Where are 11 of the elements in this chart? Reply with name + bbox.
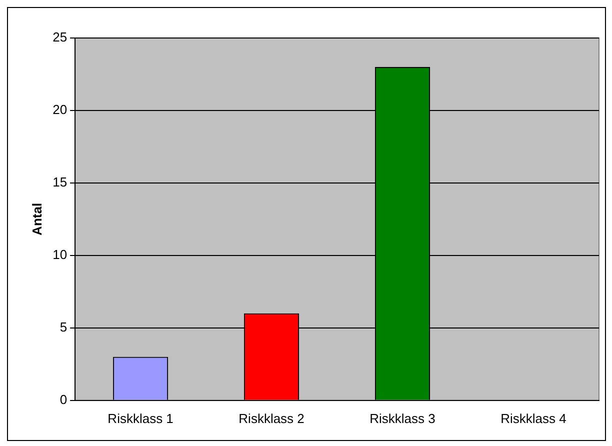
- y-tick-label: 20: [52, 102, 68, 118]
- y-axis-title: Antal: [29, 202, 44, 236]
- x-tick-label: Riskklass 3: [370, 410, 436, 426]
- y-tick-label: 15: [52, 174, 68, 190]
- y-tick-label: 0: [60, 392, 68, 407]
- x-tick-label: Riskklass 2: [238, 410, 304, 426]
- y-tick-label: 10: [52, 247, 68, 262]
- x-tick-label: Riskklass 4: [500, 410, 566, 426]
- y-tick-label: 5: [60, 320, 68, 334]
- x-tick-label: Riskklass 1: [108, 410, 174, 426]
- y-tick-label: 25: [52, 30, 68, 45]
